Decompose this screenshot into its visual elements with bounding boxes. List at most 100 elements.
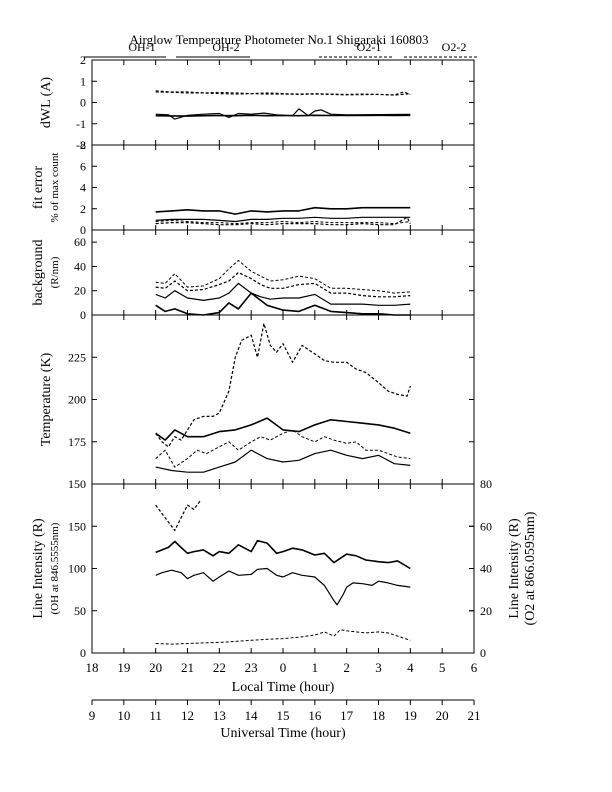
series-int-o2-1 <box>155 500 201 532</box>
ytick-label-dwl: 2 <box>80 53 86 67</box>
ytick-label-bg: 60 <box>74 235 86 249</box>
ytick-label-fit: 0 <box>80 223 86 237</box>
xtick-label-ut: 12 <box>181 708 194 723</box>
ytick-label-temp: 150 <box>68 477 86 491</box>
legend-label-o2-2: O2-2 <box>442 40 467 54</box>
ytick-label-bg: 40 <box>74 259 86 273</box>
xtick-label-ut: 19 <box>404 708 417 723</box>
series-temp-o2-1 <box>155 322 411 448</box>
xtick-label-ut: 15 <box>277 708 290 723</box>
xtick-label-ut: 16 <box>308 708 322 723</box>
ytick-label-int: 150 <box>68 519 86 533</box>
series-fit-oh-1 <box>155 206 411 215</box>
ytick-right-label-int: 80 <box>480 477 492 491</box>
ytick-label-fit: 6 <box>80 159 86 173</box>
xtick-label-ut: 18 <box>372 708 385 723</box>
series-fit-o2-1 <box>155 216 411 226</box>
ytick-right-label-int: 20 <box>480 604 492 618</box>
ytick-label-fit: 8 <box>80 138 86 152</box>
xtick-label-local: 2 <box>343 660 350 675</box>
ylabel-fit-1: % of max count <box>49 153 61 223</box>
legend-label-oh-1: OH-1 <box>128 40 155 54</box>
ylabel-bg-0: background <box>31 239 46 305</box>
xtick-label-ut: 13 <box>213 708 226 723</box>
xtick-label-local: 5 <box>439 660 446 675</box>
series-temp-oh-2 <box>155 449 411 473</box>
panel-bg: 0 20 40 60 background (R/nm) <box>31 229 475 322</box>
ytick-label-dwl: 0 <box>80 96 86 110</box>
panel-frame-temp <box>91 314 475 485</box>
ytick-label-bg: 20 <box>74 284 86 298</box>
xlabel-ut: Universal Time (hour) <box>220 726 346 741</box>
ylabel-right-int-0: Line Intensity (R) <box>507 518 522 619</box>
ylabel-bg-1: (R/nm) <box>49 256 61 288</box>
xtick-label-local: 6 <box>471 660 478 675</box>
xtick-label-local: 0 <box>280 660 287 675</box>
xtick-label-local: 4 <box>407 660 414 675</box>
xtick-label-local: 20 <box>149 660 162 675</box>
ytick-label-dwl: 1 <box>80 74 86 88</box>
xtick-label-ut: 21 <box>468 708 481 723</box>
series-temp-oh-1 <box>155 417 411 441</box>
xtick-label-local: 19 <box>117 660 130 675</box>
panels: -2 -1 0 1 2 dWL (A) 0 2 4 6 8 fit error% of max cou… <box>31 53 538 660</box>
ytick-label-fit: 2 <box>80 202 86 216</box>
chart-title: Airglow Temperature Photometer No.1 Shig… <box>130 32 429 47</box>
xtick-label-ut: 9 <box>89 708 96 723</box>
ytick-label-dwl: -2 <box>76 138 86 152</box>
series-int-o2-2 <box>155 629 411 645</box>
panel-frame-bg <box>91 229 475 316</box>
ytick-right-label-int: 0 <box>480 646 486 660</box>
xtick-label-local: 18 <box>86 660 99 675</box>
ytick-right-label-int: 60 <box>480 519 492 533</box>
ylabel-fit-0: fit error <box>31 166 46 209</box>
xtick-label-local: 22 <box>213 660 226 675</box>
ytick-label-fit: 4 <box>80 181 86 195</box>
xtick-label-local: 23 <box>245 660 258 675</box>
panel-dwl: -2 -1 0 1 2 dWL (A) <box>39 53 475 152</box>
ytick-label-bg: 0 <box>80 308 86 322</box>
ylabel-right-int-1: (O2 at 866.0595nm) <box>523 511 538 625</box>
xtick-label-local: 1 <box>312 660 319 675</box>
series-int-oh-1 <box>155 539 411 570</box>
panel-frame-int <box>91 483 475 654</box>
xtick-label-ut: 20 <box>436 708 449 723</box>
ytick-label-int: 50 <box>74 604 86 618</box>
ytick-label-temp: 225 <box>68 350 86 364</box>
xtick-label-ut: 11 <box>149 708 162 723</box>
series-temp-o2-2 <box>155 429 411 468</box>
xtick-label-ut: 17 <box>340 708 354 723</box>
series-int-oh-2 <box>155 567 411 606</box>
panel-fit: 0 2 4 6 8 fit error% of max count <box>31 138 475 237</box>
series-fit-o2-2 <box>155 219 411 225</box>
xtick-label-ut: 14 <box>245 708 259 723</box>
series-dwl-oh-2 <box>155 108 411 120</box>
series-bg-oh-1 <box>155 292 411 316</box>
ylabel-int-0: Line Intensity (R) <box>31 518 46 619</box>
ytick-label-int: 100 <box>68 562 86 576</box>
ytick-label-temp: 175 <box>68 435 86 449</box>
series-bg-o2-1 <box>155 271 411 298</box>
series-bg-oh-2 <box>155 282 411 306</box>
series-dwl-o2-2 <box>155 90 411 96</box>
ytick-right-label-int: 40 <box>480 562 492 576</box>
ylabel-int-1: (OH at 846.5555nm) <box>49 522 61 614</box>
ylabel-temp-0: Temperature (K) <box>39 352 54 446</box>
xtick-label-local: 3 <box>375 660 382 675</box>
ytick-label-temp: 200 <box>68 393 86 407</box>
ytick-label-dwl: -1 <box>76 117 86 131</box>
ytick-label-int: 0 <box>80 646 86 660</box>
xlabel-local: Local Time (hour) <box>232 680 335 695</box>
xtick-label-local: 21 <box>181 660 194 675</box>
legend-label-o2-1: O2-1 <box>357 40 382 54</box>
legend: OH-1 OH-2 O2-1 O2-2 <box>84 40 478 58</box>
series-bg-o2-2 <box>155 259 411 294</box>
panel-frame-fit <box>91 144 475 231</box>
ylabel-dwl-0: dWL (A) <box>39 77 54 129</box>
xtick-label-ut: 10 <box>117 708 130 723</box>
series-fit-oh-2 <box>155 216 411 223</box>
legend-label-oh-2: OH-2 <box>212 40 239 54</box>
